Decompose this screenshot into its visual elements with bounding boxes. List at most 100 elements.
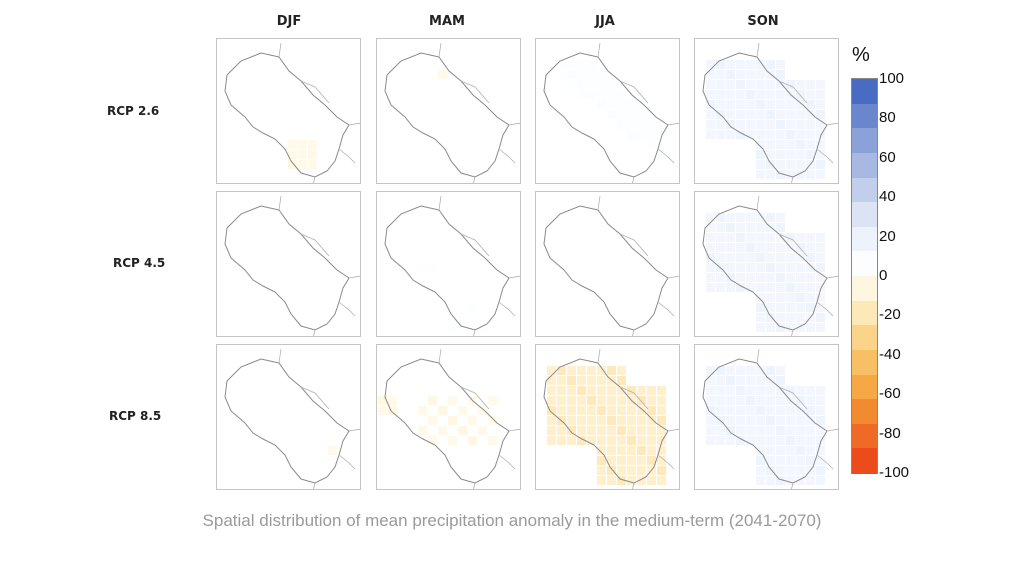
anomaly-cell [816,313,825,322]
anomaly-cell [288,160,297,169]
anomaly-cell [786,120,795,129]
anomaly-cell [796,160,805,169]
anomaly-cell [587,426,596,435]
anomaly-cell [716,273,725,282]
colorbar-tick-label: 80 [879,109,896,127]
anomaly-cell [736,60,745,69]
anomaly-cell [816,436,825,445]
anomaly-cell [577,366,586,375]
anomaly-cell [627,416,636,425]
anomaly-cell [786,283,795,292]
anomaly-cell [637,110,646,119]
anomaly-cell [756,253,765,262]
anomaly-cell [736,243,745,252]
anomaly-cell [637,386,646,395]
anomaly-cell [746,396,755,405]
anomaly-cell [816,100,825,109]
anomaly-cell [298,150,307,159]
anomaly-cell [597,436,606,445]
anomaly-cell [766,293,775,302]
anomaly-cell [726,396,735,405]
anomaly-cell [776,243,785,252]
anomaly-cell [607,80,616,89]
anomaly-cell [478,426,487,435]
anomaly-cell [786,130,795,139]
anomaly-cell [706,263,715,272]
anomaly-cell [647,120,656,129]
colorbar-segment [852,202,877,228]
anomaly-cell [438,70,447,79]
anomaly-cell [786,386,795,395]
anomaly-cell [766,386,775,395]
anomaly-cell [796,80,805,89]
anomaly-cell [637,406,646,415]
anomaly-cell [577,80,586,89]
anomaly-cell [786,110,795,119]
anomaly-cell [786,426,795,435]
anomaly-cell [726,273,735,282]
anomaly-cell [577,406,586,415]
anomaly-cell [577,376,586,385]
anomaly-cell [716,90,725,99]
anomaly-cell [587,396,596,405]
anomaly-cell [617,446,626,455]
anomaly-cell [806,283,815,292]
anomaly-cell [796,273,805,282]
colorbar-segment [852,423,877,449]
anomaly-cell [736,253,745,262]
anomaly-cell [716,243,725,252]
anomaly-cell [706,426,715,435]
anomaly-cell [597,446,606,455]
anomaly-cell [796,293,805,302]
anomaly-cell [547,416,556,425]
anomaly-cell [776,263,785,272]
anomaly-cell [567,396,576,405]
anomaly-cell [597,466,606,475]
anomaly-cell [458,313,467,322]
anomaly-cell [637,436,646,445]
anomaly-cell [597,223,606,232]
anomaly-cell [706,416,715,425]
anomaly-cell [428,436,437,445]
anomaly-cell [716,120,725,129]
anomaly-cell [726,253,735,262]
anomaly-cell [786,160,795,169]
anomaly-cell [468,303,477,312]
colorbar [851,78,878,474]
anomaly-cell [796,436,805,445]
anomaly-cell [448,323,457,332]
anomaly-cell [557,406,566,415]
anomaly-cell [617,426,626,435]
anomaly-cell [756,416,765,425]
anomaly-cell [756,446,765,455]
anomaly-cell [756,456,765,465]
anomaly-cell [726,70,735,79]
anomaly-cell [786,406,795,415]
colorbar-segment [852,103,877,129]
anomaly-cell [756,130,765,139]
anomaly-cell [617,366,626,375]
anomaly-cell [796,100,805,109]
anomaly-cell [736,223,745,232]
anomaly-cell [776,140,785,149]
colorbar-segment [852,300,877,326]
anomaly-cell [647,110,656,119]
anomaly-cell [308,140,317,149]
anomaly-cell [806,233,815,242]
anomaly-cell [736,213,745,222]
anomaly-cell [488,416,497,425]
anomaly-cell [547,386,556,395]
anomaly-cell [567,60,576,69]
anomaly-cell [706,120,715,129]
anomaly-cell [796,446,805,455]
anomaly-cell [577,90,586,99]
anomaly-cell [706,70,715,79]
anomaly-cell [806,386,815,395]
anomaly-cell [816,293,825,302]
anomaly-cell [428,416,437,425]
map-panel-85-son [694,344,839,490]
colorbar-tick-label: 40 [879,188,896,206]
anomaly-cell [806,130,815,139]
anomaly-cell [647,456,656,465]
anomaly-cell [547,436,556,445]
